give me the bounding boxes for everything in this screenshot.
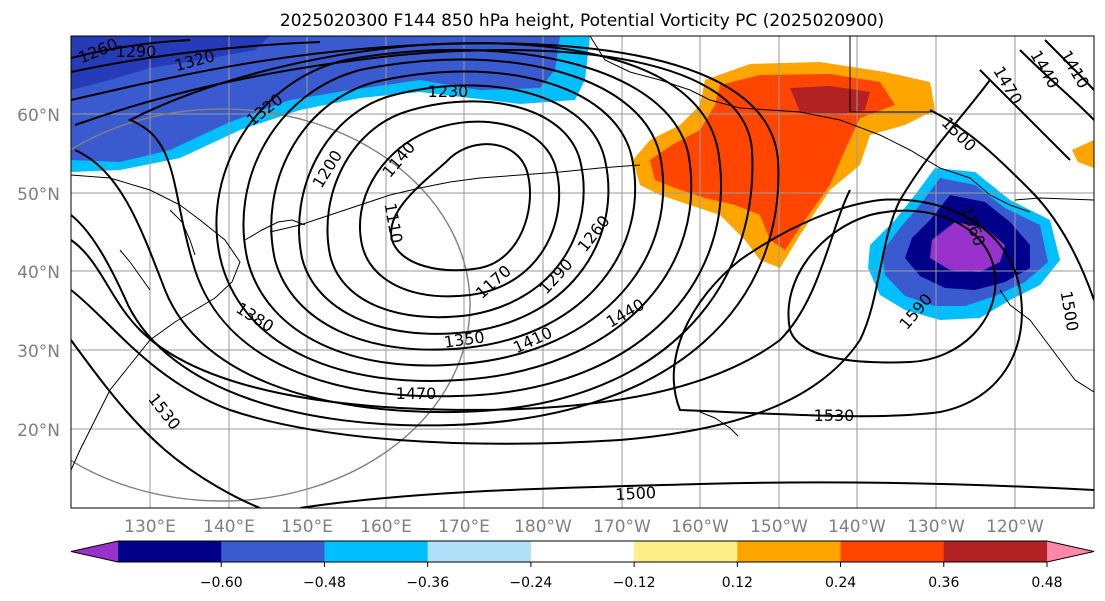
colorbar-swatch xyxy=(943,541,1048,562)
lat-label: 60°N xyxy=(17,106,60,126)
lon-label: 160°E xyxy=(360,517,412,537)
height-contours xyxy=(71,39,1094,508)
latitude-labels: 20°N 30°N 40°N 50°N 60°N xyxy=(17,106,60,441)
lon-label: 160°W xyxy=(671,517,729,537)
colorbar-extend-low xyxy=(71,541,118,562)
colorbar-tick-label: 0.12 xyxy=(722,575,753,591)
pv-shading-negative-northwest xyxy=(71,36,590,172)
lon-label: 120°W xyxy=(986,517,1044,537)
colorbar-tick-label: −0.60 xyxy=(200,575,243,591)
contour-label: 1530 xyxy=(814,406,855,425)
lat-label: 40°N xyxy=(17,263,60,283)
colorbar-swatch xyxy=(324,541,429,562)
lat-label: 20°N xyxy=(17,421,60,441)
colorbar-tick-label: −0.36 xyxy=(406,575,449,591)
lon-label: 130°E xyxy=(124,517,176,537)
longitude-labels: 130°E 140°E 150°E 160°E 170°E 180°W 170°… xyxy=(124,517,1044,537)
colorbar-outline xyxy=(70,540,1095,563)
lon-label: 140°W xyxy=(828,517,886,537)
lon-label: 130°W xyxy=(907,517,965,537)
contour-1140 xyxy=(359,120,561,298)
colorbar: −0.60 −0.48 −0.36 −0.24 −0.12 0.12 0.24 0.36 0.4… xyxy=(70,540,1095,591)
colorbar-tick-label: 0.36 xyxy=(928,575,959,591)
lat-label: 30°N xyxy=(17,342,60,362)
lon-label: 140°E xyxy=(203,517,255,537)
contour-label: 1500 xyxy=(615,483,657,504)
colorbar-swatch xyxy=(530,541,635,562)
lat-label: 50°N xyxy=(17,185,60,205)
colorbar-extend-high xyxy=(1047,541,1094,562)
lon-label: 150°W xyxy=(750,517,808,537)
colorbar-tick-label: −0.48 xyxy=(303,575,346,591)
map-panel: 1260 1290 1320 1230 1320 1200 1140 1110 … xyxy=(70,35,1095,509)
map-frame xyxy=(70,35,1095,509)
colorbar-swatch xyxy=(118,541,222,562)
colorbar-tick-label: −0.12 xyxy=(613,575,656,591)
colorbar-swatch xyxy=(634,541,738,562)
colorbar-swatch xyxy=(737,541,842,562)
colorbar-tick-label: −0.24 xyxy=(509,575,552,591)
colorbar-tick-label: 0.24 xyxy=(825,575,856,591)
figure-title: 2025020300 F144 850 hPa height, Potentia… xyxy=(280,11,884,31)
projection-outline xyxy=(71,108,471,502)
contour-1110 xyxy=(390,143,531,272)
coastlines xyxy=(71,36,1094,471)
lon-label: 170°W xyxy=(593,517,651,537)
colorbar-swatch xyxy=(840,541,945,562)
contour-label: 1230 xyxy=(428,82,469,101)
colorbar-swatch xyxy=(427,541,532,562)
colorbar-tick-label: 0.48 xyxy=(1031,575,1062,591)
lon-label: 150°E xyxy=(281,517,333,537)
contour-label: 1470 xyxy=(396,384,437,403)
colorbar-swatch xyxy=(221,541,325,562)
contour-label: 1290 xyxy=(116,42,157,61)
lon-label: 180°W xyxy=(514,517,572,537)
lon-label: 170°E xyxy=(438,517,490,537)
